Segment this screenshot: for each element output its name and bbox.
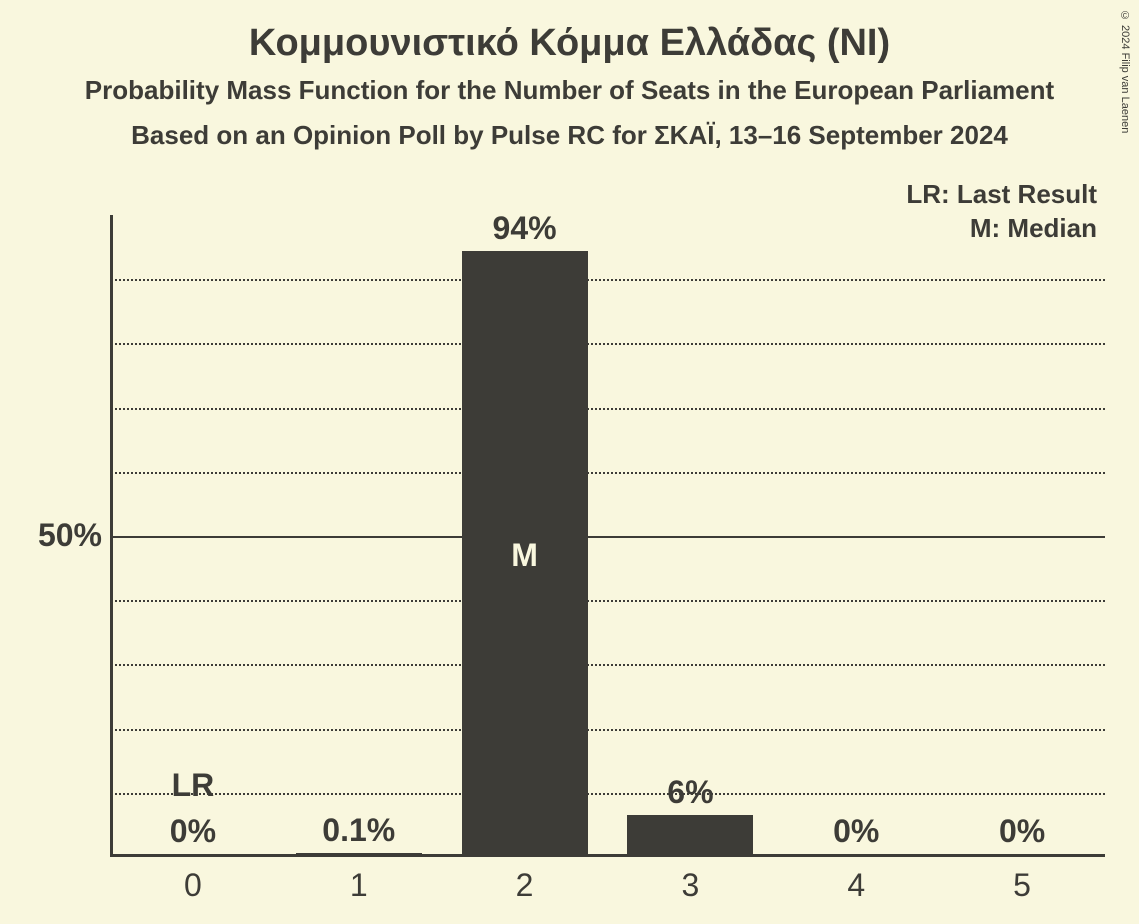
gridline-minor [110,279,1105,281]
bar [627,815,753,854]
x-axis-tick: 1 [279,867,439,904]
bar-value-label: 94% [445,210,605,247]
bar-value-label: 0% [942,813,1102,850]
lr-label: LR [113,767,273,804]
x-axis-tick: 0 [113,867,273,904]
gridline-minor [110,600,1105,602]
x-axis-tick: 4 [776,867,936,904]
gridline-major [110,536,1105,538]
copyright-text: © 2024 Filip van Laenen [1119,10,1131,133]
bar-value-label: 0.1% [279,812,439,849]
bar-value-label: 0% [113,813,273,850]
median-label: M [462,537,588,574]
chart-title: Κομμουνιστικό Κόμμα Ελλάδας (NI) [0,0,1139,65]
gridline-minor [110,472,1105,474]
gridline-minor [110,729,1105,731]
legend-lr: LR: Last Result [906,179,1097,210]
bar [296,853,422,854]
chart-subtitle-1: Probability Mass Function for the Number… [0,75,1139,106]
bar-value-label: 0% [776,813,936,850]
gridline-minor [110,408,1105,410]
x-axis-tick: 3 [610,867,770,904]
x-axis-tick: 2 [445,867,605,904]
plot-area: 50% LR: Last Result M: Median 0%LR00.1%1… [110,215,1105,857]
chart-canvas: © 2024 Filip van Laenen Κομμουνιστικό Κό… [0,0,1139,924]
y-axis-tick-50: 50% [32,517,102,554]
x-axis-tick: 5 [942,867,1102,904]
legend-median: M: Median [970,213,1097,244]
gridline-minor [110,664,1105,666]
bar-value-label: 6% [610,774,770,811]
gridline-minor [110,343,1105,345]
x-axis-line [110,854,1105,857]
chart-subtitle-2: Based on an Opinion Poll by Pulse RC for… [0,120,1139,151]
